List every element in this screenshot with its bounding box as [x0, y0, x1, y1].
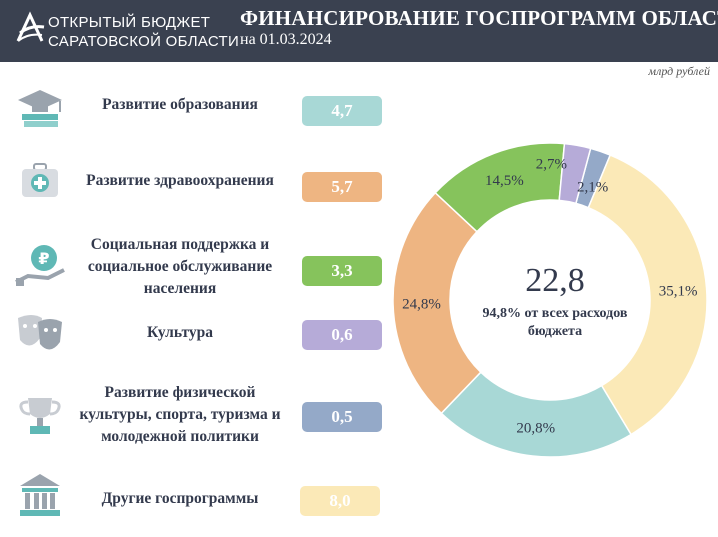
header-bar: ОТКРЫТЫЙ БЮДЖЕТ САРАТОВСКОЙ ОБЛАСТИ ФИНА… [0, 0, 718, 62]
donut-slice-1 [392, 191, 482, 415]
page-title: ФИНАНСИРОВАНИЕ ГОСПРОГРАММ ОБЛАСТИ [240, 6, 718, 30]
open-budget-logo [16, 11, 45, 42]
program-value-healthcare: 5,7 [302, 172, 382, 202]
medical-kit-icon [22, 163, 58, 197]
svg-text:₽: ₽ [38, 249, 49, 268]
ruble-hand-icon: ₽ [15, 245, 65, 286]
theater-masks-icon [18, 315, 62, 350]
donut-label-2: 14,5% [485, 173, 524, 189]
total-value: 22,8 [525, 262, 585, 299]
report-date: на 01.03.2024 [240, 31, 332, 48]
graduation-cap-icon [18, 90, 62, 127]
unit-label: млрд рублей [648, 64, 710, 78]
donut-slice-5 [587, 154, 708, 436]
program-value-other: 8,0 [300, 486, 380, 516]
org-name: ОТКРЫТЫЙ БЮДЖЕТ САРАТОВСКОЙ ОБЛАСТИ [48, 13, 239, 51]
donut-label-3: 2,7% [536, 157, 567, 173]
trophy-icon [19, 398, 61, 434]
donut-label-4: 2,1% [577, 180, 608, 196]
donut-label-1: 24,8% [402, 296, 441, 312]
program-value-education: 4,7 [302, 96, 382, 126]
government-building-icon [20, 474, 60, 516]
program-value-sport: 0,5 [302, 402, 382, 432]
program-value-culture: 0,6 [302, 320, 382, 350]
program-label-sport: Развитие физической культуры, спорта, ту… [79, 384, 281, 445]
donut-label-0: 20,8% [516, 421, 555, 437]
total-caption: 94,8% от всех расходов бюджета [482, 306, 628, 339]
donut-label-5: 35,1% [659, 283, 698, 299]
program-label-social: Социальная поддержка и социальное обслуж… [87, 236, 273, 297]
org-name-line2: САРАТОВСКОЙ ОБЛАСТИ [48, 33, 240, 50]
donut-slice-3 [558, 142, 592, 205]
program-value-social: 3,3 [302, 256, 382, 286]
donut-chart: 2,1% 35,1% 20,8% 24,8% 14,5% 2,7% [392, 142, 708, 458]
program-label-education: Развитие образования [102, 96, 258, 113]
program-label-healthcare: Развитие здравоохранения [86, 172, 274, 189]
org-name-line1: ОТКРЫТЫЙ БЮДЖЕТ [48, 14, 211, 31]
program-label-other: Другие госпрограммы [101, 490, 259, 507]
program-label-culture: Культура [146, 324, 214, 341]
